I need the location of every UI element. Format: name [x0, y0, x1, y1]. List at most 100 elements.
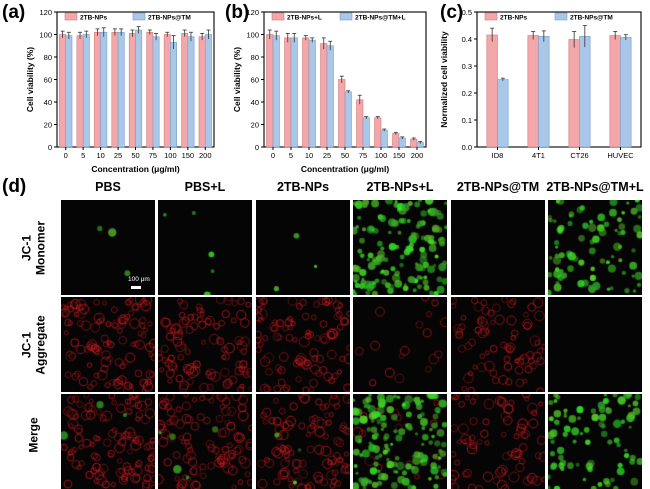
column-header: PBS — [95, 180, 121, 194]
y-tick-label: 0.0 — [462, 143, 472, 152]
bar-2tb-nps — [76, 35, 84, 148]
x-tick-label: 25 — [114, 151, 122, 160]
bar-2tb-nps — [111, 31, 119, 148]
y-tick-label: 100 — [39, 31, 52, 40]
x-tick-label: 150 — [393, 151, 406, 160]
y-tick-label: 0 — [255, 143, 259, 152]
bar-2tb-nps-l — [320, 43, 328, 148]
bar-2tb-nps-tm-l — [362, 117, 370, 148]
x-tick-label: 4T1 — [532, 151, 545, 160]
bar-2tb-nps-tm — [204, 34, 212, 148]
microscopy-image — [158, 200, 252, 295]
y-axis-label: Cell viability (%) — [232, 47, 242, 112]
x-tick-label: 0 — [64, 151, 68, 160]
microscopy-image — [61, 394, 155, 489]
panel-label-b: (b) — [225, 2, 250, 23]
y-tick-label: 100 — [246, 31, 259, 40]
legend-label: 2TB-NPs — [500, 15, 527, 22]
bar-2tb-nps-tm — [538, 35, 550, 148]
panel-label-a: (a) — [2, 2, 26, 23]
legend-label: 2TB-NPs@TM — [570, 15, 613, 22]
legend-swatch — [339, 12, 353, 21]
legend-label: 2TB-NPs@TM+L — [355, 15, 406, 22]
bar-2tb-nps-l — [284, 37, 292, 148]
column-header: 2TB-NPs+L — [366, 180, 434, 194]
y-tick-label: 80 — [44, 53, 52, 62]
y-tick-label: 20 — [251, 121, 259, 130]
bar-2tb-nps-tm-l — [272, 35, 280, 148]
x-tick-label: 100 — [375, 151, 388, 160]
bar-2tb-nps — [128, 33, 136, 148]
microscopy-image — [353, 394, 447, 489]
y-axis-label: Normalized cell viability — [439, 31, 449, 128]
microscopy-image — [451, 394, 545, 489]
y-tick-label: 60 — [251, 76, 259, 85]
x-tick-label: 150 — [182, 151, 195, 160]
bar-2tb-nps-tm-l — [290, 37, 298, 148]
bar-2tb-nps-tm-l — [380, 129, 388, 148]
bar-2tb-nps-tm — [187, 36, 195, 148]
x-tick-label: 100 — [164, 151, 177, 160]
x-tick-label: ID8 — [492, 151, 504, 160]
y-tick-label: 0.2 — [462, 89, 472, 98]
bar-2tb-nps — [609, 35, 621, 148]
y-tick-label: 20 — [44, 121, 52, 130]
row-label: JC-1 Aggregate — [19, 314, 48, 375]
y-tick-label: 0.4 — [462, 35, 472, 44]
bar-2tb-nps-tm — [135, 29, 143, 148]
bar-2tb-nps-tm — [100, 31, 108, 148]
bar-2tb-nps-tm — [152, 36, 160, 148]
column-header: 2TB-NPs@TM+L — [546, 180, 644, 194]
panel-label-d: (d) — [2, 176, 27, 197]
x-tick-label: 50 — [341, 151, 349, 160]
y-tick-label: 0 — [48, 143, 52, 152]
row-label: JC-1 Monomer — [19, 220, 48, 275]
x-tick-label: 200 — [411, 151, 424, 160]
legend-label: 2TB-NPs — [80, 15, 107, 22]
bar-2tb-nps — [198, 36, 206, 148]
legend-label: 2TB-NPs+L — [287, 15, 322, 22]
x-tick-label: 5 — [81, 151, 85, 160]
legend-swatch — [64, 12, 78, 21]
x-tick-label: 75 — [149, 151, 157, 160]
bar-2tb-nps — [146, 31, 154, 148]
scale-bar-label: 100 μm — [128, 276, 150, 283]
y-tick-label: 40 — [251, 98, 259, 107]
bar-2tb-nps-l — [302, 37, 310, 148]
bar-2tb-nps-tm — [117, 31, 125, 148]
x-tick-label: 200 — [199, 151, 212, 160]
x-tick-label: 0 — [271, 151, 275, 160]
scale-bar — [131, 286, 141, 289]
bar-2tb-nps-l — [374, 117, 382, 148]
bar-2tb-nps-tm — [497, 79, 509, 148]
microscopy-image — [548, 200, 642, 295]
microscopy-image — [353, 297, 447, 392]
microscopy-image — [61, 297, 155, 392]
x-tick-label: 10 — [96, 151, 104, 160]
bar-2tb-nps — [568, 39, 580, 148]
legend-swatch — [554, 12, 568, 21]
bar-2tb-nps — [181, 33, 189, 148]
y-axis-label: Cell viability (%) — [25, 47, 35, 112]
microscopy-image — [158, 394, 252, 489]
microscopy-image — [256, 297, 350, 392]
microscopy-image — [548, 297, 642, 392]
x-tick-label: 10 — [305, 151, 313, 160]
legend-swatch — [132, 12, 146, 21]
microscopy-image — [353, 200, 447, 295]
x-tick-label: 50 — [131, 151, 139, 160]
y-tick-label: 60 — [44, 76, 52, 85]
bar-2tb-nps-tm-l — [344, 91, 352, 148]
x-tick-label: 5 — [289, 151, 293, 160]
y-tick-label: 0.1 — [462, 116, 472, 125]
microscopy-image — [158, 297, 252, 392]
column-header: 2TB-NPs@TM — [456, 180, 540, 194]
bar-2tb-nps-l — [338, 79, 346, 148]
y-tick-label: 40 — [44, 98, 52, 107]
bar-2tb-nps-tm — [170, 42, 177, 148]
bar-2tb-nps-l — [356, 99, 364, 148]
column-header: 2TB-NPs — [276, 180, 330, 194]
bar-2tb-nps-tm — [82, 34, 90, 148]
bar-2tb-nps-tm — [620, 37, 632, 148]
